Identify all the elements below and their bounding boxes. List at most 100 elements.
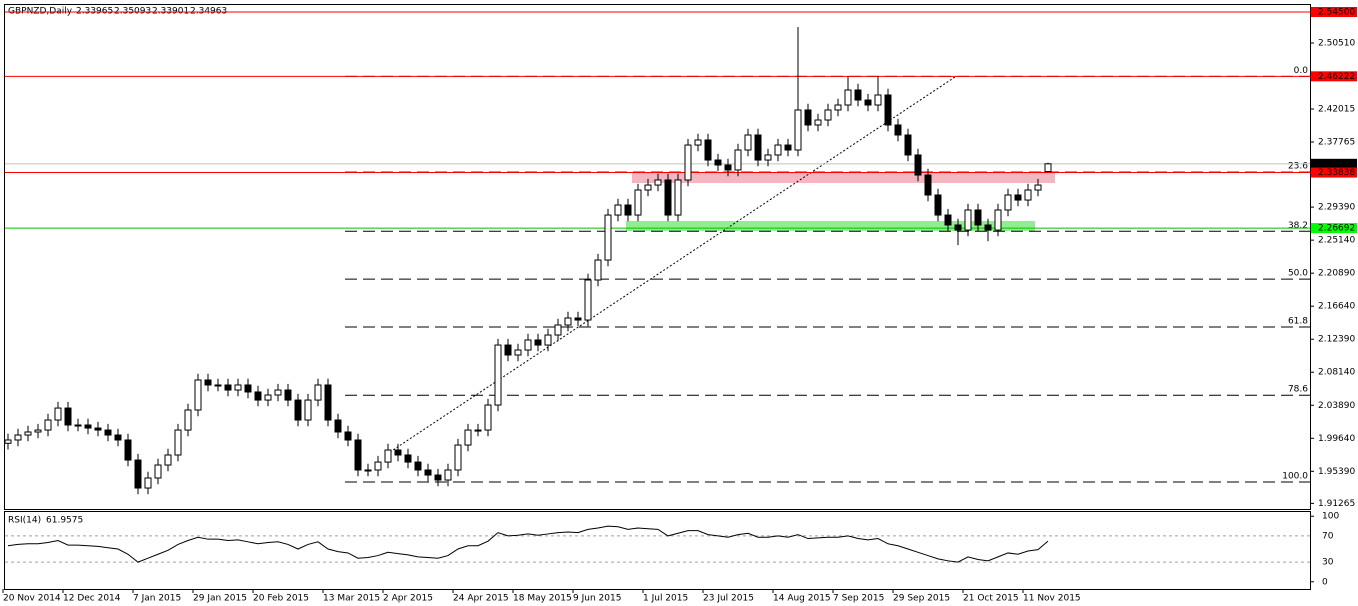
candle-body bbox=[964, 209, 972, 231]
candle-body bbox=[204, 379, 212, 386]
price-label-box bbox=[1311, 167, 1357, 178]
price-label-box bbox=[1311, 7, 1357, 18]
candle-body bbox=[994, 209, 1002, 231]
price-label: 2.54500 bbox=[1318, 8, 1355, 18]
price-label-box bbox=[1311, 71, 1357, 82]
candle-body bbox=[424, 469, 432, 476]
candle-body bbox=[534, 339, 542, 346]
candle-body bbox=[404, 454, 412, 463]
candle-body bbox=[84, 424, 92, 429]
candle-body bbox=[334, 419, 342, 433]
candle-body bbox=[264, 394, 272, 401]
x-tick-label: 29 Sep 2015 bbox=[893, 594, 950, 604]
candle-body bbox=[444, 469, 452, 481]
candle-body bbox=[414, 461, 422, 471]
candle-body bbox=[824, 109, 832, 121]
rsi-tick-label: 30 bbox=[1322, 558, 1334, 568]
candle-body bbox=[154, 464, 162, 479]
candle-body bbox=[504, 344, 512, 356]
candle-body bbox=[634, 189, 642, 216]
candle-body bbox=[984, 224, 992, 231]
support-zone bbox=[626, 221, 1035, 231]
candle-body bbox=[294, 399, 302, 421]
candle-body bbox=[324, 384, 332, 421]
x-tick-label: 20 Feb 2015 bbox=[253, 594, 309, 604]
candle-body bbox=[854, 89, 862, 101]
candle-body bbox=[134, 459, 142, 489]
candle-body bbox=[284, 389, 292, 401]
candle-body bbox=[174, 429, 182, 456]
candle-body bbox=[304, 399, 312, 421]
candle-body bbox=[34, 429, 42, 433]
candle-body bbox=[884, 94, 892, 126]
candle-body bbox=[584, 279, 592, 321]
candle-body bbox=[354, 439, 362, 471]
candle-body bbox=[224, 384, 232, 391]
candle-body bbox=[1034, 184, 1042, 191]
candle-body bbox=[604, 214, 612, 261]
candle-body bbox=[714, 159, 722, 166]
candle-body bbox=[1004, 194, 1012, 211]
candle-body bbox=[704, 139, 712, 161]
candle-body bbox=[694, 139, 702, 146]
candle-body bbox=[974, 209, 982, 226]
candle-body bbox=[194, 379, 202, 411]
candle-body bbox=[14, 434, 22, 441]
candle-body bbox=[954, 224, 962, 231]
x-tick-label: 18 May 2015 bbox=[513, 594, 572, 604]
price-label-box bbox=[1311, 223, 1357, 234]
candle-body bbox=[684, 144, 692, 181]
candle-body bbox=[904, 134, 912, 156]
candle-body bbox=[1044, 163, 1052, 173]
y-tick-label: 2.12390 bbox=[1318, 335, 1355, 345]
candle-body bbox=[24, 431, 32, 436]
rsi-tick-label: 70 bbox=[1322, 531, 1334, 541]
candle-body bbox=[734, 149, 742, 171]
y-tick-label: 2.08140 bbox=[1318, 368, 1355, 378]
candle-body bbox=[494, 344, 502, 406]
x-tick-label: 29 Jan 2015 bbox=[193, 594, 247, 604]
candle-body bbox=[564, 317, 572, 326]
fib-trendline bbox=[389, 76, 956, 453]
y-tick-label: 2.50510 bbox=[1318, 39, 1355, 49]
x-tick-label: 14 Aug 2015 bbox=[773, 594, 831, 604]
fib-label: 100.0 bbox=[1282, 472, 1308, 482]
y-tick-label: 2.42015 bbox=[1318, 105, 1355, 115]
rsi-title: RSI(14) bbox=[8, 516, 41, 526]
candle-body bbox=[454, 444, 462, 471]
candle-body bbox=[274, 389, 282, 396]
candle-body bbox=[544, 334, 552, 346]
fib-label: 38.2 bbox=[1288, 221, 1308, 231]
y-tick-label: 1.95390 bbox=[1318, 467, 1355, 477]
y-tick-label: 1.99640 bbox=[1318, 434, 1355, 444]
rsi-panel bbox=[4, 511, 1311, 590]
candle-body bbox=[484, 404, 492, 431]
y-tick-label: 2.29390 bbox=[1318, 203, 1355, 213]
y-tick-label: 2.03890 bbox=[1318, 401, 1355, 411]
candle-body bbox=[214, 384, 222, 387]
x-tick-label: 2 Apr 2015 bbox=[383, 594, 433, 604]
price-label: 2.46222 bbox=[1318, 72, 1355, 82]
price-panel bbox=[4, 4, 1311, 510]
candle-body bbox=[54, 407, 62, 421]
candle-body bbox=[94, 427, 102, 431]
candle-body bbox=[874, 94, 882, 106]
fib-label: 23.6 bbox=[1288, 162, 1308, 172]
x-tick-label: 12 Dec 2014 bbox=[63, 594, 121, 604]
price-label: 2.33838 bbox=[1318, 168, 1355, 178]
rsi-last-value: 61.9575 bbox=[46, 516, 83, 526]
candle-body bbox=[614, 204, 622, 216]
candle-body bbox=[124, 439, 132, 461]
candle-body bbox=[74, 424, 82, 427]
candle-body bbox=[184, 409, 192, 431]
candle-body bbox=[1014, 194, 1022, 201]
candle-body bbox=[314, 384, 322, 401]
candle-body bbox=[744, 134, 752, 151]
candle-body bbox=[794, 109, 802, 151]
candle-body bbox=[254, 391, 262, 401]
x-tick-label: 9 Jun 2015 bbox=[573, 594, 621, 604]
candle-body bbox=[774, 144, 782, 156]
candle-body bbox=[144, 477, 152, 489]
x-tick-label: 1 Jul 2015 bbox=[643, 594, 688, 604]
